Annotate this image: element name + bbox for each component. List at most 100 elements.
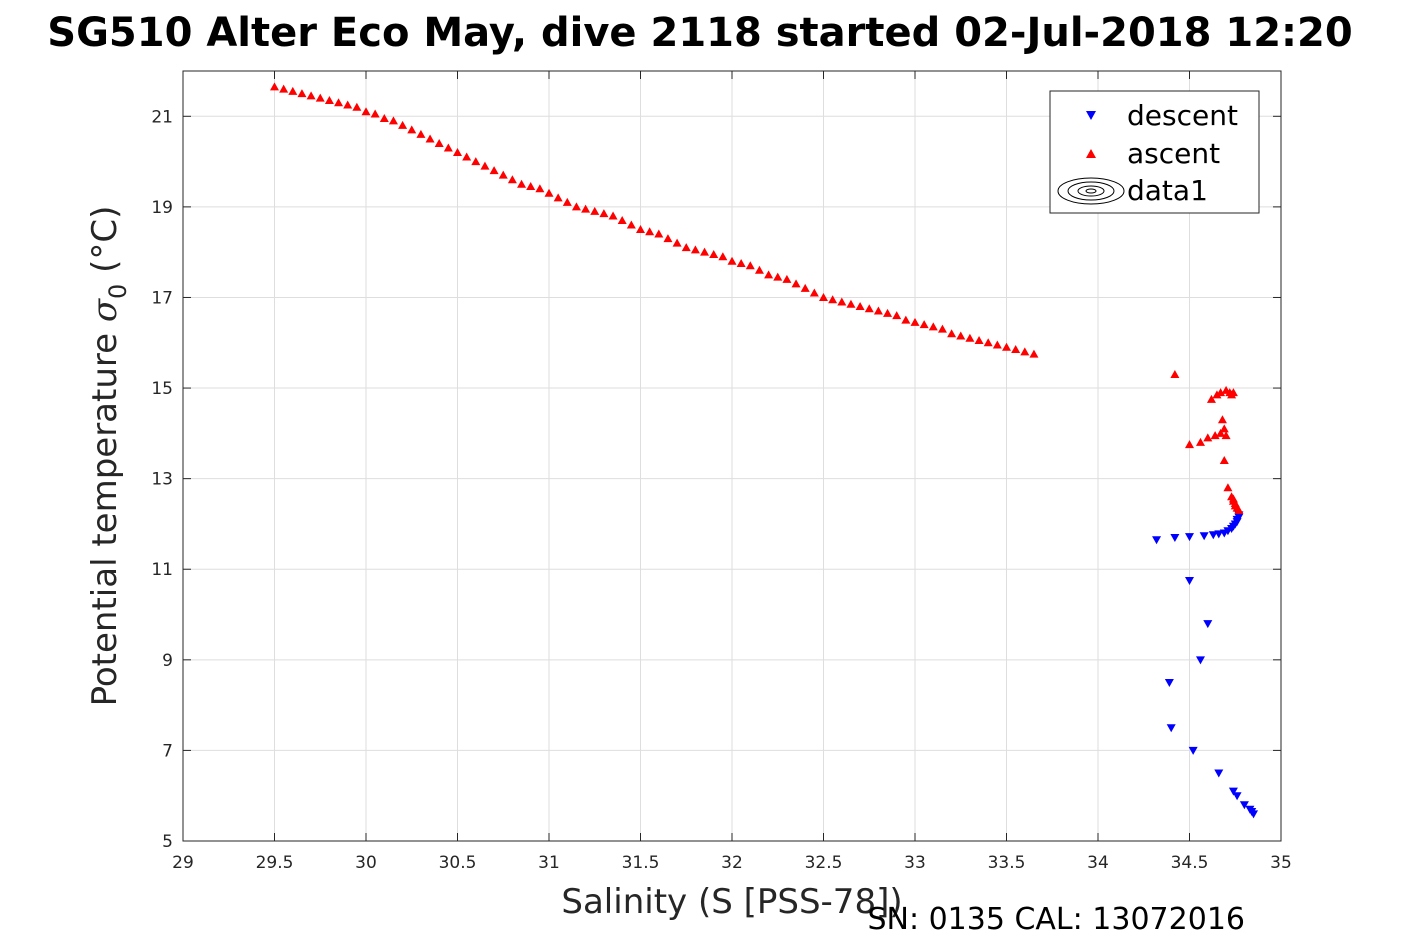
ascent-point [855,302,865,311]
descent-point [1249,810,1259,819]
ascent-point [901,315,911,324]
ascent-point [443,143,453,152]
ascent-point [297,89,307,98]
ascent-point [1203,433,1213,442]
x-tick-label: 29.5 [256,853,294,873]
ascent-point [754,265,764,274]
ascent-point [617,215,627,224]
ascent-point [745,261,755,270]
ascent-point [1221,431,1231,440]
ascent-point [1206,394,1216,403]
ascent-point [672,238,682,247]
y-axis-ticks: 5 7 9 11 13 15 17 19 21 [151,107,1281,852]
x-tick-label: 35 [1270,853,1292,873]
ascent-point [800,283,810,292]
legend-ascent-marker [1086,149,1096,158]
ascent-point [270,82,279,91]
ascent-point [507,175,517,184]
descent-point [1232,792,1242,801]
x-tick-label: 31 [538,853,560,873]
ascent-point [846,299,856,308]
descent-point [1228,787,1238,796]
ascent-point [718,252,728,261]
ascent-point [1223,483,1233,492]
data-points [270,82,1259,819]
descent-point [1195,656,1205,665]
ascent-point [819,292,828,301]
y-tick-label: 17 [151,288,173,308]
ascent-point [1216,428,1226,437]
ascent-point [919,320,929,329]
ascent-point [425,134,435,143]
ascent-point [352,102,362,111]
grid-lines [182,71,1282,842]
ascent-point [526,182,536,190]
ascent-point [571,202,581,211]
ascent-point [709,249,719,258]
ascent-point [1230,499,1240,508]
descent-point [1170,534,1180,543]
ascent-point [700,247,710,256]
ascent-point [1002,342,1011,351]
ascent-point [480,161,490,170]
ascent-point [782,274,792,283]
y-axis-label: Potential temperature σ0 (°C) [85,206,132,707]
ascent-point [590,206,600,215]
ascent-point [306,91,316,100]
legend-data1-label: data1 [1127,174,1208,207]
ascent-point [434,138,444,147]
descent-point [1239,801,1249,810]
ascent-point [1228,388,1238,397]
legend-ascent-label: ascent [1127,137,1220,170]
ascent-point [462,152,472,161]
ascent-point [388,116,398,125]
ascent-point [1185,440,1194,449]
ascent-point [1210,431,1220,440]
descent-point [1214,530,1224,539]
ascent-point [690,245,700,254]
ascent-point [736,259,746,267]
ascent-point [1219,424,1229,433]
ascent-point [489,166,499,175]
x-tick-label: 29 [172,853,194,873]
ascent-point [407,125,417,134]
ascent-point [956,331,966,340]
ascent-point [727,256,737,265]
ascent-point [1219,456,1229,465]
ascent-point [809,288,819,297]
descent-point [1185,577,1194,586]
ascent-point [553,193,563,202]
ascent-point [773,272,783,281]
ascent-point [361,107,371,116]
legend-data1-contour-icon [1057,177,1125,205]
ascent-point [315,93,325,102]
x-tick-label: 33 [904,853,926,873]
x-tick-label: 33.5 [988,853,1026,873]
y-tick-label: 19 [151,198,173,218]
ascent-point [828,295,838,304]
ascent-point [965,333,975,342]
ascent-point [937,324,947,333]
ascent-point [562,197,572,206]
legend-descent-marker [1086,111,1096,120]
descent-point [1203,620,1213,629]
y-tick-label: 15 [151,379,173,399]
ascent-point [1228,494,1238,503]
descent-point [1185,533,1194,542]
y-axis-label-sigma: σ [85,298,125,322]
ascent-point [947,329,957,338]
ascent-point [1170,369,1180,378]
ascent-point [517,179,527,188]
ascent-point [453,148,462,157]
y-tick-label: 9 [162,651,173,671]
ascent-point [370,109,380,118]
ascent-point [864,304,874,313]
y-axis-label-sub: 0 [104,284,132,299]
ascent-point [544,188,554,197]
ascent-point [398,120,408,129]
ascent-point [928,322,938,331]
ascent-point [1020,347,1030,356]
ascent-point [1217,415,1227,424]
ascent-point [279,84,289,93]
